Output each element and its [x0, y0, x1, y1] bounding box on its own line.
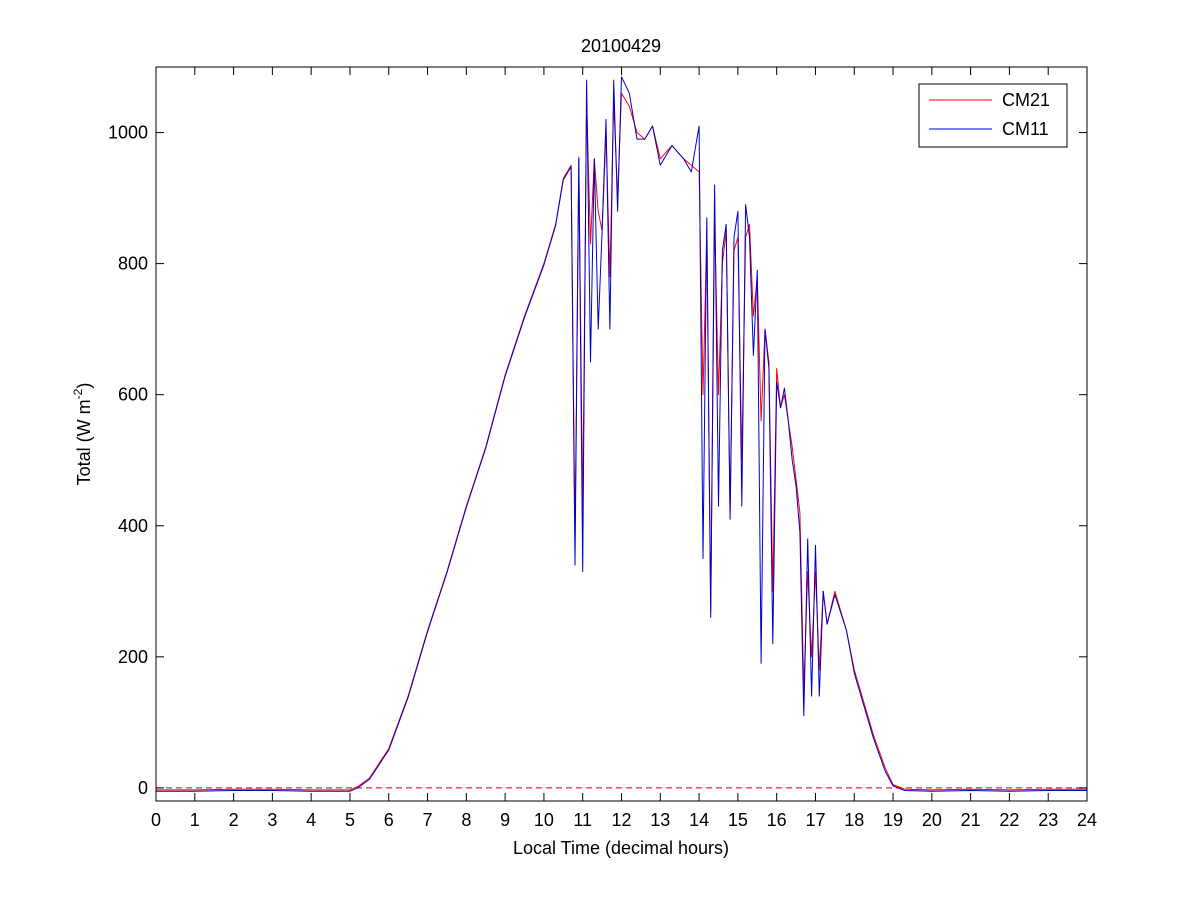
y-tick-label: 800 [118, 254, 148, 274]
legend-label-cm11: CM11 [1002, 119, 1049, 139]
x-tick-label: 24 [1077, 810, 1097, 830]
series-line-cm11 [156, 76, 1087, 792]
legend-box [918, 83, 1068, 148]
x-axis-label: Local Time (decimal hours) [513, 838, 729, 858]
y-tick-label: 200 [118, 647, 148, 667]
x-tick-label: 19 [883, 810, 903, 830]
x-tick-label: 17 [805, 810, 825, 830]
legend: CM21 CM11 [918, 83, 1068, 148]
x-tick-label: 23 [1038, 810, 1058, 830]
x-tick-label: 15 [728, 810, 748, 830]
y-tick-label: 1000 [108, 123, 148, 143]
x-tick-label: 4 [306, 810, 316, 830]
series-layer [156, 76, 1087, 792]
x-tick-label: 5 [345, 810, 355, 830]
x-tick-label: 9 [500, 810, 510, 830]
y-axis-label: Total (W m-2) [71, 383, 94, 486]
y-axis-label-close: ) [74, 383, 94, 389]
y-tick-label: 400 [118, 516, 148, 536]
x-tick-label: 2 [229, 810, 239, 830]
x-tick-label: 21 [961, 810, 981, 830]
x-tick-label: 13 [650, 810, 670, 830]
x-tick-label: 10 [534, 810, 554, 830]
x-tick-label: 6 [384, 810, 394, 830]
x-tick-label: 8 [461, 810, 471, 830]
y-tick-label: 0 [138, 778, 148, 798]
x-tick-label: 14 [689, 810, 709, 830]
x-tick-label: 18 [844, 810, 864, 830]
x-tick-label: 7 [423, 810, 433, 830]
x-tick-label: 11 [573, 810, 592, 830]
y-axis-label-main: Total (W m [74, 399, 94, 485]
chart-title: 20100429 [581, 36, 661, 56]
x-tick-label: 1 [190, 810, 200, 830]
legend-label-cm21: CM21 [1002, 90, 1050, 110]
x-axis: 0 1 2 3 4 5 6 7 8 9 10 11 12 13 14 15 16 17 18 19 20 21 22 23 24 [151, 67, 1097, 830]
x-tick-label: 22 [999, 810, 1019, 830]
y-axis-label-superscript: -2 [71, 388, 85, 399]
y-tick-label: 600 [118, 385, 148, 405]
y-axis: 0 200 400 600 800 1000 [108, 123, 1087, 798]
x-tick-label: 0 [151, 810, 161, 830]
x-tick-label: 3 [267, 810, 277, 830]
x-tick-label: 16 [767, 810, 787, 830]
x-tick-label: 12 [611, 810, 631, 830]
x-tick-label: 20 [922, 810, 942, 830]
